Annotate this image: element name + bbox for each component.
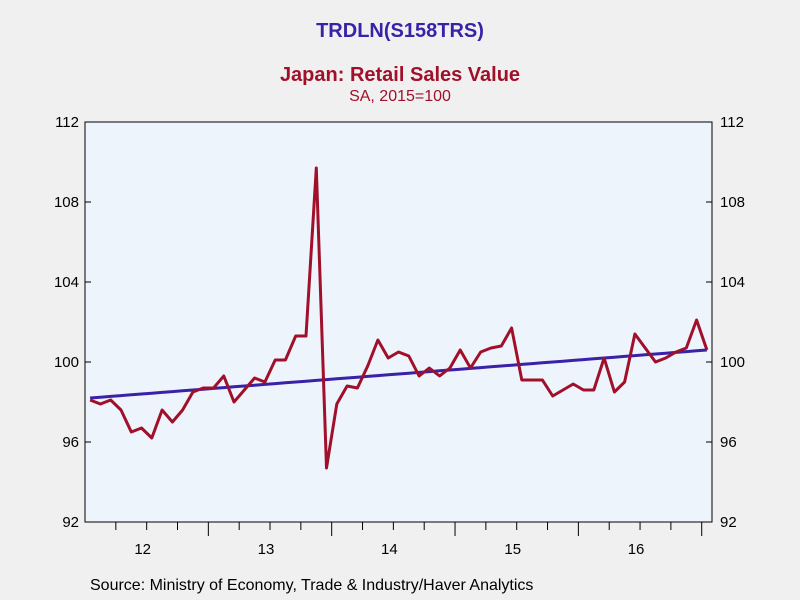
y-tick-label-right: 96 xyxy=(720,434,737,451)
y-tick-label-right: 108 xyxy=(720,194,745,211)
series-layer xyxy=(89,166,709,470)
x-tick-label: 15 xyxy=(504,541,521,558)
y-tick-label-right: 104 xyxy=(720,274,745,291)
axes-layer: 92 92 96 96 100 100 104 104 108 108 112 112 12 13 14 15… xyxy=(54,114,745,558)
plot-border xyxy=(84,121,713,523)
y-tick-label-left: 96 xyxy=(62,434,79,451)
chart-subtitle: SA, 2015=100 xyxy=(349,88,451,105)
y-tick-label-left: 104 xyxy=(54,274,79,291)
x-tick-label: 12 xyxy=(134,541,151,558)
series-line-retail-sales xyxy=(89,166,709,470)
y-tick-label-right: 100 xyxy=(720,354,745,371)
y-tick-label-left: 108 xyxy=(54,194,79,211)
y-tick-label-left: 92 xyxy=(62,514,79,531)
source-note: Source: Ministry of Economy, Trade & Ind… xyxy=(90,577,534,594)
y-tick-label-left: 112 xyxy=(55,114,79,131)
x-tick-label: 14 xyxy=(381,541,398,558)
y-tick-label-right: 92 xyxy=(720,514,737,531)
y-tick-label-right: 112 xyxy=(720,114,744,131)
plot-background xyxy=(85,122,712,522)
x-tick-label: 13 xyxy=(258,541,275,558)
y-tick-label-left: 100 xyxy=(54,354,79,371)
x-tick-label: 16 xyxy=(628,541,645,558)
series-code-title: TRDLN(S158TRS) xyxy=(316,20,484,42)
chart-title: Japan: Retail Sales Value xyxy=(279,64,521,86)
